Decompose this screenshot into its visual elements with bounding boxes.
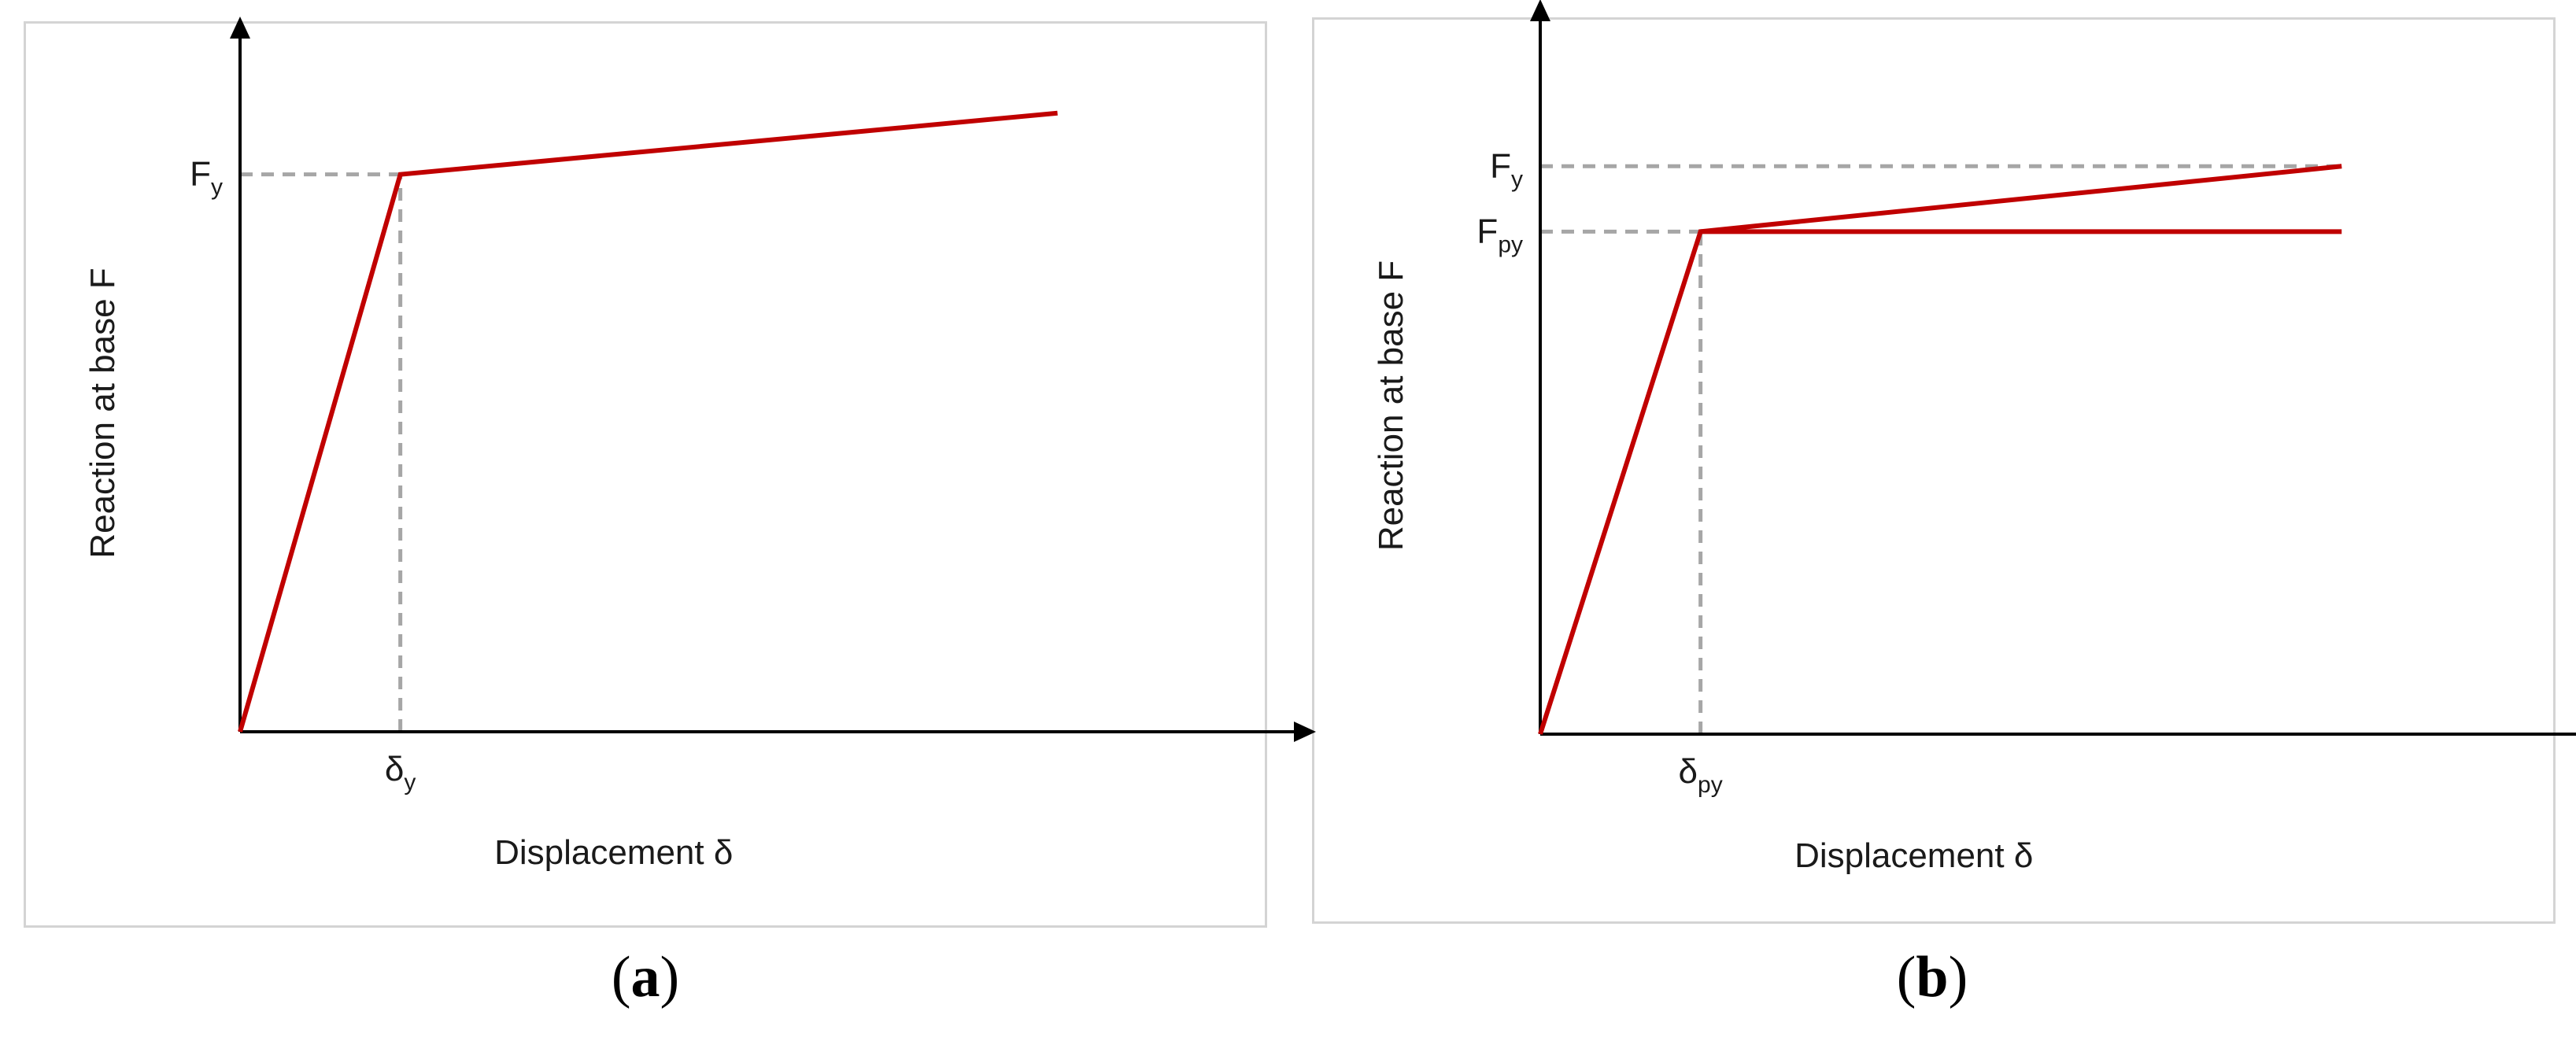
- x-axis-arrowhead: [1294, 722, 1316, 742]
- y-axis-arrowhead: [1530, 0, 1550, 21]
- chart-panel-a: Fy δy Reaction at base F Displacement δ: [83, 17, 1316, 872]
- y-axis-label: Reaction at base F: [1372, 260, 1410, 551]
- panel-b-caption: (b): [1896, 945, 1968, 1010]
- x-axis-label: Displacement δ: [494, 833, 733, 872]
- guide-label-F-py: Fpy: [1476, 212, 1523, 257]
- x-axis-label: Displacement δ: [1794, 836, 2033, 875]
- guide-label-F-y: Fy: [190, 155, 223, 201]
- guide-label-delta-py: δpy: [1679, 752, 1723, 798]
- chart-panel-b: Fy Fpy δpy Reaction at base F Displacement δ: [1372, 0, 2576, 875]
- y-axis-label: Reaction at base F: [83, 268, 122, 558]
- series-line-1: [1538, 164, 2342, 735]
- guide-label-delta-y: δy: [385, 750, 416, 796]
- series-line-1: [238, 110, 1058, 733]
- guide-label-F-y: Fy: [1490, 146, 1523, 192]
- y-axis-arrowhead: [230, 17, 250, 39]
- panel-b-frame: [1312, 17, 2556, 924]
- panel-a-frame: [24, 21, 1267, 928]
- panel-a-caption: (a): [611, 945, 680, 1010]
